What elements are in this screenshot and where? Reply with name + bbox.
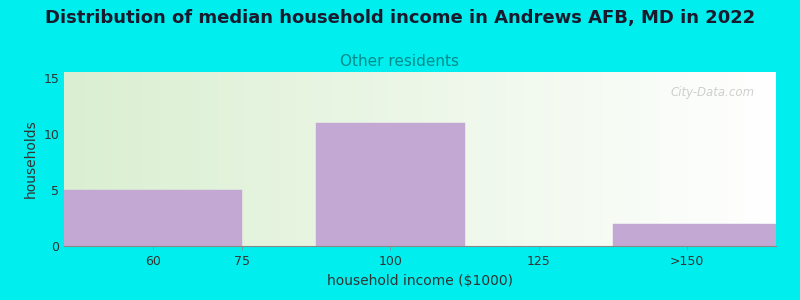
Y-axis label: households: households bbox=[24, 120, 38, 198]
Text: Distribution of median household income in Andrews AFB, MD in 2022: Distribution of median household income … bbox=[45, 9, 755, 27]
X-axis label: household income ($1000): household income ($1000) bbox=[327, 274, 513, 288]
Bar bbox=[613, 224, 776, 246]
Bar bbox=[316, 122, 465, 246]
Bar bbox=[64, 190, 242, 246]
Text: City-Data.com: City-Data.com bbox=[670, 86, 754, 99]
Text: Other residents: Other residents bbox=[341, 54, 459, 69]
